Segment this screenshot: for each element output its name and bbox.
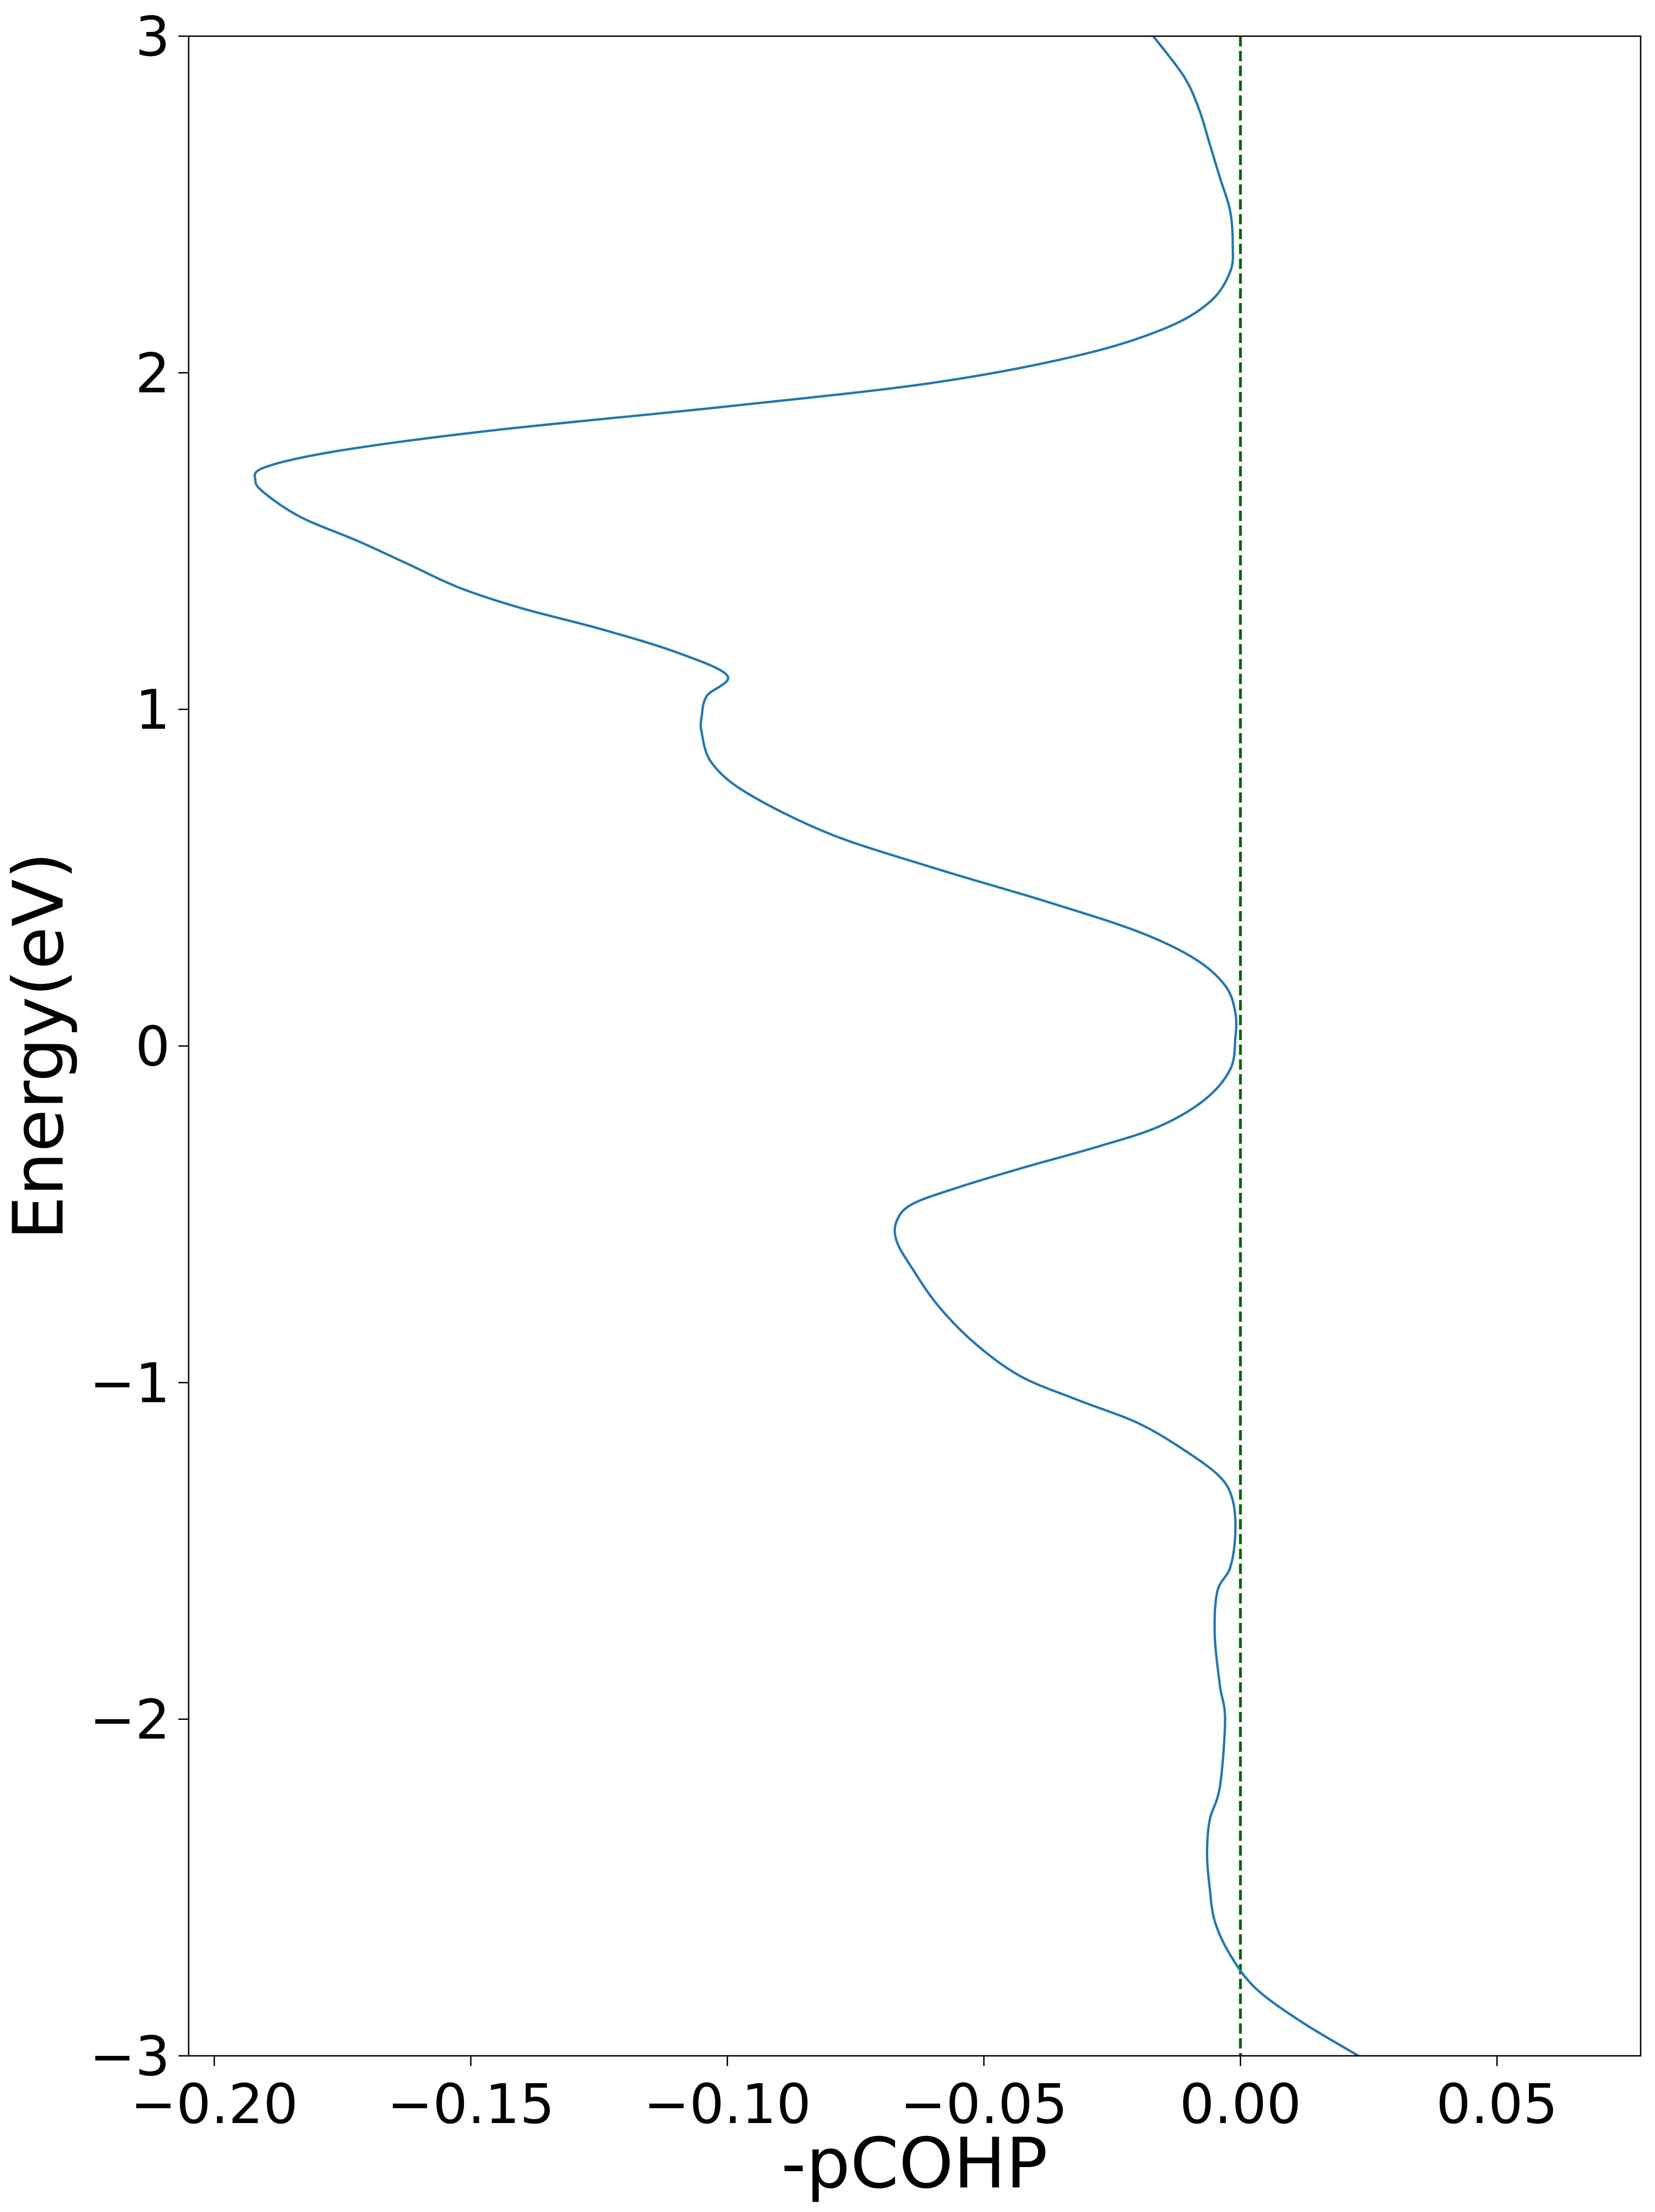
y-tick-label: 2 <box>135 341 170 405</box>
x-tick-label: −0.15 <box>387 2072 555 2136</box>
y-tick-label: −1 <box>89 1351 170 1415</box>
y-axis-label: Energy(eV) <box>0 852 79 1240</box>
plot-area-background <box>189 36 1641 2056</box>
x-axis: −0.20 −0.15 −0.10 −0.05 0.00 0.05 <box>131 2056 1558 2136</box>
x-tick-label: −0.10 <box>644 2072 812 2136</box>
y-axis: −3 −2 −1 0 1 2 3 <box>89 5 189 2088</box>
y-tick-label: 0 <box>135 1014 170 1078</box>
y-tick-label: −3 <box>89 2024 170 2088</box>
y-tick-label: 3 <box>135 5 170 69</box>
y-tick-label: −2 <box>89 1688 170 1752</box>
x-axis-label: -pCOHP <box>781 2123 1047 2204</box>
x-tick-label: 0.00 <box>1179 2072 1301 2136</box>
x-tick-label: 0.05 <box>1436 2072 1558 2136</box>
y-tick-label: 1 <box>135 678 170 742</box>
plot-content <box>254 36 1359 2056</box>
x-tick-label: −0.20 <box>131 2072 298 2136</box>
pcohp-series-line <box>254 36 1359 2056</box>
x-tick-label: −0.05 <box>900 2072 1068 2136</box>
